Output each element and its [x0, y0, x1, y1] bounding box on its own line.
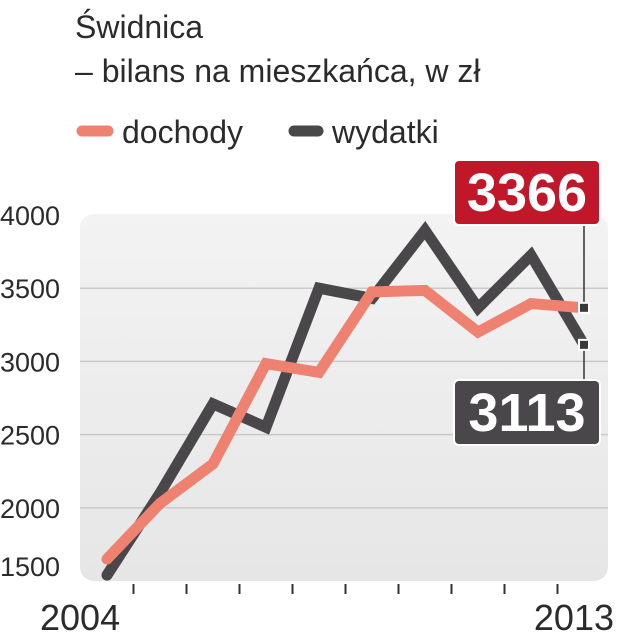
chart-subtitle: – bilans na mieszkańca, w zł [75, 53, 481, 89]
x-tick-label-2013: 2013 [534, 597, 614, 638]
chart-title: Świdnica [75, 9, 203, 45]
legend-label-wydatki: wydatki [331, 114, 439, 150]
legend-label-dochody: dochody [122, 114, 243, 150]
callout-value-dochody: 3366 [467, 163, 587, 223]
y-tick-label-4000: 4000 [0, 201, 60, 231]
y-tick-label-2000: 2000 [0, 494, 60, 524]
series-line-wydatki [101, 221, 590, 581]
callout-box-wydatki [453, 379, 601, 446]
end-marker-dochody [578, 301, 590, 314]
y-tick-label-2500: 2500 [0, 421, 60, 451]
callout-value-wydatki: 3113 [468, 383, 585, 443]
series-line-dochody [101, 284, 590, 565]
end-marker-wydatki [578, 338, 590, 351]
y-tick-label-3000: 3000 [0, 347, 60, 377]
x-tick-label-2004: 2004 [40, 597, 120, 638]
legend: dochody wydatki [76, 114, 439, 150]
y-tick-label-3500: 3500 [0, 274, 60, 304]
callout-box-dochody [453, 159, 601, 226]
y-tick-label-1500: 1500 [0, 552, 60, 582]
